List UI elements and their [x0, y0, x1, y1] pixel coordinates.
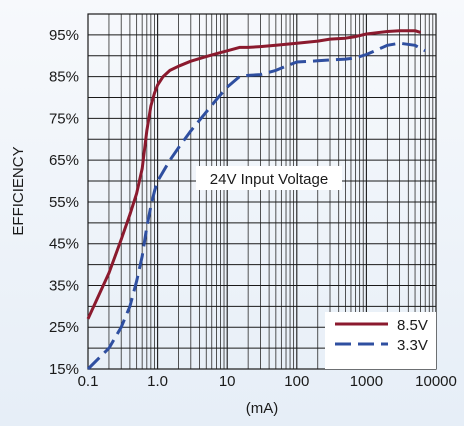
y-tick-labels: 15% 25% 35% 45% 55% 65% 75% 85% 95% [49, 27, 79, 378]
series-line-3-3v [86, 41, 426, 371]
x-tick-label: 100 [284, 373, 309, 390]
x-tick-label: 1.0 [147, 373, 168, 390]
y-axis-title: EFFICIENCY [10, 146, 27, 235]
y-tick-label: 85% [49, 69, 79, 86]
annotation-text: 24V Input Voltage [210, 171, 328, 188]
y-tick-label: 35% [49, 277, 79, 294]
series-lines [86, 29, 426, 371]
y-tick-label: 65% [49, 152, 79, 169]
x-tick-labels: 0.1 1.0 10 100 1000 10000 [78, 373, 457, 390]
x-tick-label: 10 [219, 373, 236, 390]
x-axis-title: (mA) [246, 400, 279, 417]
annotation-box: 24V Input Voltage [196, 166, 342, 190]
legend-label-8-5v: 8.5V [397, 317, 428, 334]
y-tick-label: 95% [49, 27, 79, 44]
x-tick-label: 10000 [415, 373, 457, 390]
y-tick-label: 15% [49, 361, 79, 378]
y-tick-label: 55% [49, 194, 79, 211]
grid-lines [88, 14, 436, 369]
y-tick-label: 45% [49, 236, 79, 253]
x-tick-label: 1000 [350, 373, 383, 390]
plot-frame [87, 13, 437, 370]
legend-background [325, 312, 436, 369]
y-tick-label: 75% [49, 110, 79, 127]
annotation-background [196, 166, 342, 190]
series-line-8-5v [86, 29, 422, 320]
x-tick-label: 0.1 [78, 373, 99, 390]
legend-label-3-3v: 3.3V [397, 337, 428, 354]
y-tick-label: 25% [49, 319, 79, 336]
legend: 8.5V 3.3V [325, 312, 436, 369]
